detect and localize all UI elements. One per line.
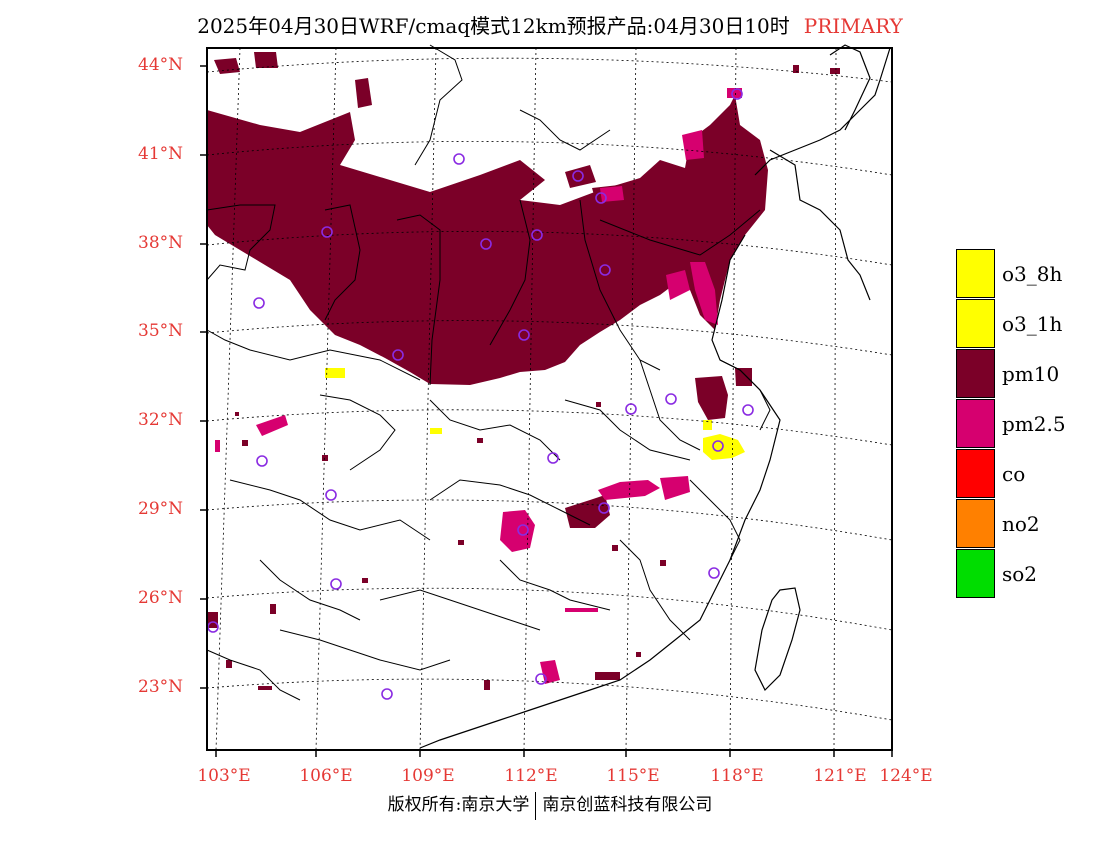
station-marker [572, 170, 584, 182]
lon-label: 106°E [299, 766, 353, 786]
station-marker [535, 673, 547, 685]
legend-label: so2 [1002, 562, 1038, 586]
lat-label: 23°N [138, 677, 184, 697]
graticule [206, 47, 893, 751]
lat-label: 35°N [138, 321, 184, 341]
legend-swatch [956, 249, 995, 298]
map-title: 2025年04月30日WRF/cmaq模式12km预报产品:04月30日10时 P… [0, 10, 1100, 39]
station-marker [598, 502, 610, 514]
station-marker [665, 393, 677, 405]
copyright-left: 版权所有:南京大学 [387, 795, 530, 815]
legend-label: pm10 [1002, 362, 1060, 386]
province-borders [206, 44, 771, 701]
lon-label: 115°E [606, 766, 660, 786]
station-marker [256, 455, 268, 467]
legend-swatch [956, 549, 995, 598]
legend-swatch [956, 399, 995, 448]
pollutant-legend: o3_8h o3_1h pm10 pm2.5 co no2 so2 [956, 249, 1076, 599]
station-marker [392, 349, 404, 361]
legend-item-pm25: pm2.5 [956, 399, 1076, 449]
station-markers [207, 88, 754, 700]
copyright-right: 南京创蓝科技有限公司 [542, 795, 713, 815]
lat-label: 32°N [138, 410, 184, 430]
legend-item-pm10: pm10 [956, 349, 1076, 399]
coastline [419, 44, 891, 749]
title-tag: PRIMARY [803, 14, 903, 38]
station-marker [453, 153, 465, 165]
legend-label: pm2.5 [1002, 412, 1066, 436]
lat-label: 38°N [138, 233, 184, 253]
station-marker [712, 440, 724, 452]
lon-label: 109°E [401, 766, 455, 786]
station-marker [253, 297, 265, 309]
station-marker [325, 489, 337, 501]
station-marker [517, 524, 529, 536]
station-marker [330, 578, 342, 590]
legend-item-no2: no2 [956, 499, 1076, 549]
title-text: 2025年04月30日WRF/cmaq模式12km预报产品:04月30日10时 [197, 14, 790, 38]
lon-label: 118°E [710, 766, 764, 786]
station-marker [742, 404, 754, 416]
station-marker [625, 403, 637, 415]
station-marker [381, 688, 393, 700]
lat-label: 44°N [138, 55, 184, 75]
legend-swatch [956, 349, 995, 398]
lon-label: 121°E [813, 766, 867, 786]
lon-label: 112°E [504, 766, 558, 786]
station-marker [708, 567, 720, 579]
o3-regions [325, 368, 745, 460]
legend-label: co [1002, 462, 1026, 486]
lat-label: 41°N [138, 144, 184, 164]
station-marker [547, 452, 559, 464]
footer-divider [535, 791, 537, 820]
lat-label: 29°N [138, 499, 184, 519]
lat-label: 26°N [138, 588, 184, 608]
legend-label: o3_8h [1002, 262, 1063, 286]
pm25-regions [215, 88, 742, 684]
legend-item-co: co [956, 449, 1076, 499]
legend-label: o3_1h [1002, 312, 1063, 336]
station-marker [599, 264, 611, 276]
legend-item-o3-1h: o3_1h [956, 299, 1076, 349]
station-marker [321, 226, 333, 238]
copyright-footer: 版权所有:南京大学 南京创蓝科技有限公司 [0, 790, 1100, 820]
station-marker [595, 192, 607, 204]
station-marker [518, 329, 530, 341]
legend-swatch [956, 499, 995, 548]
lon-label: 124°E [879, 766, 933, 786]
legend-swatch [956, 299, 995, 348]
legend-item-o3-8h: o3_8h [956, 249, 1076, 299]
map-frame [200, 47, 893, 757]
legend-label: no2 [1002, 512, 1040, 536]
scattered-cells [226, 65, 840, 690]
legend-item-so2: so2 [956, 549, 1076, 599]
station-marker [480, 238, 492, 250]
station-marker [731, 88, 743, 100]
legend-swatch [956, 449, 995, 498]
lon-label: 103°E [197, 766, 251, 786]
station-marker [531, 229, 543, 241]
